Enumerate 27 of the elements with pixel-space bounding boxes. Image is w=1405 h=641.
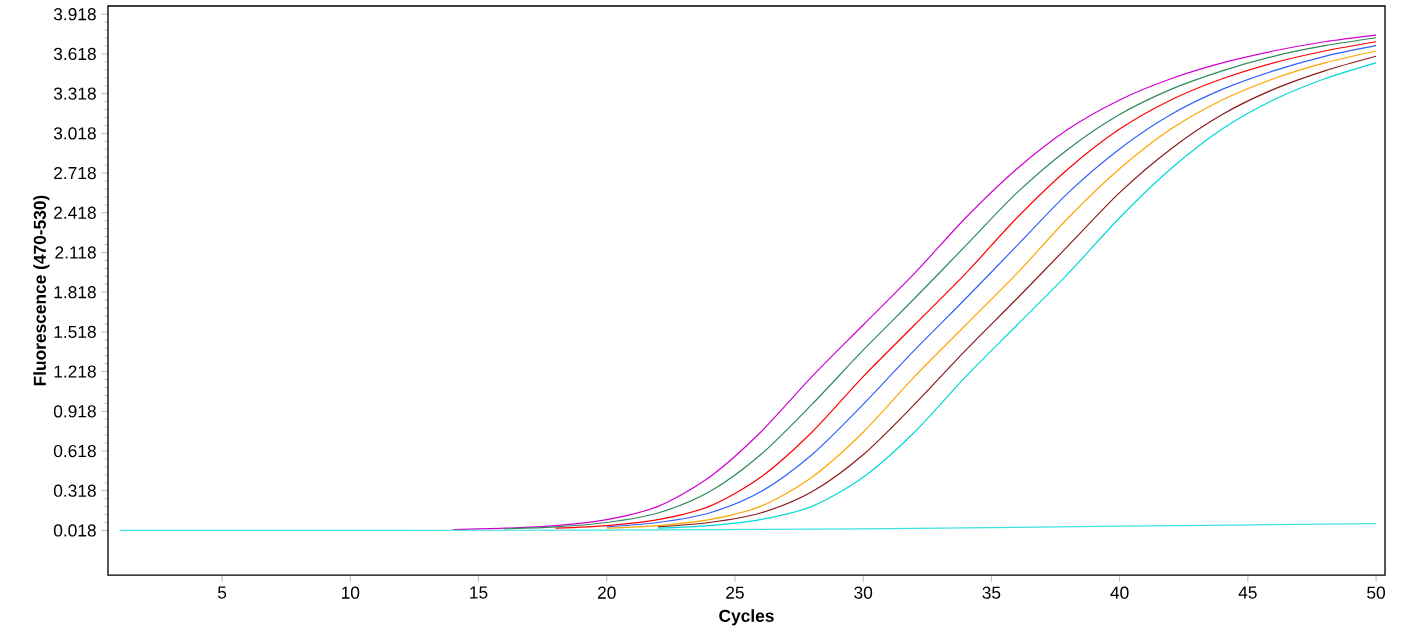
- x-tick-label: 15: [470, 586, 488, 599]
- y-tick-label: 3.318: [53, 87, 96, 100]
- y-tick-label: 0.618: [53, 444, 96, 458]
- x-tick-label: 5: [217, 586, 227, 599]
- y-axis-title: Fluorescence (470-530): [33, 195, 50, 386]
- y-tick-label: 1.818: [54, 285, 96, 299]
- x-tick-label: 25: [726, 586, 744, 599]
- y-tick-label: 3.618: [53, 47, 96, 60]
- x-tick-label: 40: [1110, 586, 1129, 599]
- y-tick-label: 2.718: [54, 166, 96, 180]
- x-tick-label: 35: [982, 586, 1001, 599]
- y-tick-label: 3.018: [53, 127, 96, 140]
- x-tick-label: 45: [1238, 586, 1257, 599]
- x-tick-label: 10: [341, 586, 360, 599]
- y-tick-label: 0.918: [53, 405, 96, 418]
- line-series: [118, 522, 1377, 531]
- y-tick-label: 3.918: [53, 7, 96, 21]
- y-tick-label: 2.118: [55, 246, 96, 259]
- y-tick-label: 0.018: [53, 524, 96, 537]
- y-tick-label: 1.518: [54, 325, 96, 338]
- y-tick-label: 1.218: [54, 365, 96, 378]
- x-axis-title: Cycles: [719, 609, 774, 626]
- y-tick-label: 0.318: [53, 484, 96, 497]
- x-tick-label: 30: [854, 586, 873, 599]
- x-tick-label: 20: [597, 586, 616, 599]
- x-tick-label: 50: [1367, 586, 1385, 599]
- y-tick-label: 2.418: [54, 206, 96, 219]
